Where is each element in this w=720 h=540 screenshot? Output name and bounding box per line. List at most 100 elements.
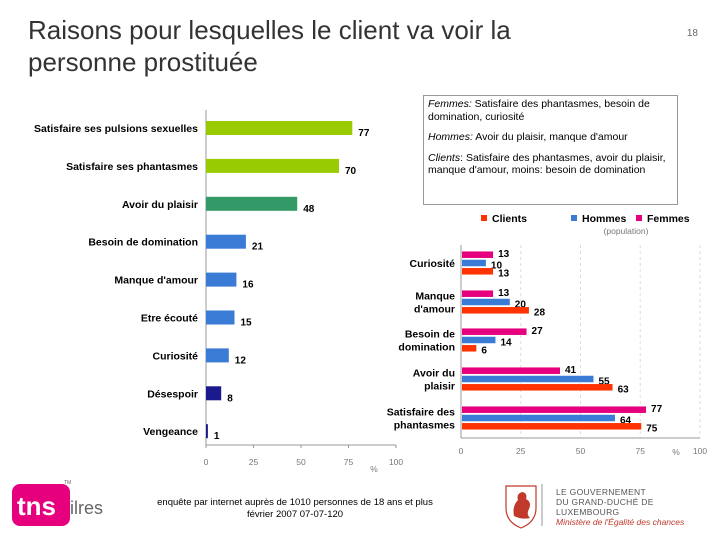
- legend-note: (population): [604, 226, 649, 236]
- left-category-etre-ecoute: Etre écouté: [141, 313, 198, 325]
- left-value-satisfaire-ses-phantasmes: 70: [345, 166, 357, 177]
- left-category-curiosite: Curiosité: [152, 350, 198, 362]
- right-bar-besoin-de-domination-hommes: [462, 336, 496, 344]
- right-bar-satisfaire-des-phantasmes-clients: [462, 423, 642, 430]
- annotation-hommes-label: Hommes:: [428, 131, 473, 143]
- legend-swatch-femmes: [636, 215, 642, 221]
- right-value-curiosite-clients: 13: [498, 269, 510, 280]
- right-chart-tick-label: 50: [576, 446, 586, 456]
- legend-label-clients: Clients: [492, 213, 527, 225]
- legend-swatch-clients: [481, 215, 487, 221]
- left-bar-etre-ecoute: [206, 310, 235, 325]
- right-bar-manque-d-amour-hommes: [462, 298, 510, 306]
- left-bar-manque-d-amour: [206, 272, 237, 287]
- government-logo: LE GOUVERNEMENT DU GRAND-DUCHÉ DE LUXEMB…: [496, 478, 711, 530]
- left-category-besoin-de-domination: Besoin de domination: [88, 237, 198, 249]
- left-bar-besoin-de-domination: [206, 234, 246, 249]
- left-value-satisfaire-ses-pulsions-sexuelles: 77: [358, 128, 370, 139]
- right-value-curiosite-femmes: 13: [498, 249, 510, 260]
- annotation-clients-label: Clients: [428, 151, 461, 164]
- left-value-manque-d-amour: 16: [242, 280, 254, 291]
- left-category-avoir-du-plaisir: Avoir du plaisir: [122, 199, 198, 211]
- right-bar-manque-d-amour-femmes: [462, 290, 494, 297]
- left-bar-avoir-du-plaisir: [206, 196, 298, 211]
- right-bar-avoir-du-plaisir-hommes: [462, 375, 594, 383]
- right-chart-tick-label: 25: [516, 446, 526, 456]
- footnote-line-1: enquête par internet auprès de 1010 pers…: [157, 497, 433, 508]
- left-chart-tick-label: 0: [204, 457, 209, 467]
- right-chart-tick-label: 0: [459, 446, 464, 456]
- left-category-satisfaire-ses-pulsions-sexuelles: Satisfaire ses pulsions sexuelles: [34, 123, 198, 135]
- right-value-manque-d-amour-hommes: 20: [515, 299, 527, 310]
- left-chart-tick-label: 25: [249, 457, 259, 467]
- tns-ilres-logo: tns ilres TM: [12, 478, 117, 528]
- tns-logo-tm: TM: [64, 480, 71, 486]
- right-bar-satisfaire-des-phantasmes-femmes: [462, 406, 647, 413]
- right-value-besoin-de-domination-femmes: 27: [532, 326, 544, 337]
- right-bar-curiosite-hommes: [462, 259, 486, 267]
- legend-swatch-hommes: [571, 215, 577, 221]
- left-chart-tick-label: 100: [389, 457, 403, 467]
- left-value-besoin-de-domination: 21: [252, 242, 264, 253]
- right-bar-avoir-du-plaisir-femmes: [462, 367, 560, 374]
- footnote-line-2: février 2007 07-07-120: [246, 509, 344, 520]
- right-chart-tick-label: 75: [636, 446, 646, 456]
- right-bar-curiosite-clients: [462, 268, 494, 275]
- left-bar-curiosite: [206, 348, 229, 363]
- right-value-satisfaire-des-phantasmes-clients: 75: [646, 424, 658, 435]
- annotation-femmes-label: Femmes:: [428, 98, 472, 110]
- lion-crest-icon: [505, 484, 543, 529]
- right-value-avoir-du-plaisir-clients: 63: [618, 385, 630, 396]
- right-value-besoin-de-domination-clients: 6: [481, 346, 487, 357]
- left-chart-tick-label: 75: [344, 457, 354, 467]
- tns-logo-suffix: ilres: [70, 498, 103, 518]
- right-value-satisfaire-des-phantasmes-hommes: 64: [620, 415, 632, 426]
- annotation-femmes-text: Satisfaire des phantasmes, besoin de dom…: [428, 98, 650, 123]
- right-bar-satisfaire-des-phantasmes-hommes: [462, 414, 615, 422]
- right-category-curiosite: Curiosité: [409, 258, 455, 270]
- left-chart-tick-label: 50: [296, 457, 306, 467]
- legend-label-femmes: Femmes: [647, 213, 690, 225]
- left-value-avoir-du-plaisir: 48: [303, 204, 315, 215]
- right-value-besoin-de-domination-hommes: 14: [500, 337, 512, 348]
- left-value-curiosite: 12: [235, 355, 247, 366]
- left-bar-satisfaire-ses-pulsions-sexuelles: [206, 121, 353, 135]
- right-value-satisfaire-des-phantasmes-femmes: 77: [651, 404, 663, 415]
- left-bar-satisfaire-ses-phantasmes: [206, 158, 339, 173]
- page-title: Raisons pour lesquelles le client va voi…: [28, 15, 511, 77]
- right-value-curiosite-hommes: 10: [491, 260, 503, 271]
- left-category-manque-d-amour: Manque d'amour: [114, 275, 198, 287]
- gov-line-2: DU GRAND-DUCHÉ DE LUXEMBOURG: [556, 497, 654, 517]
- legend-label-hommes: Hommes: [582, 213, 627, 225]
- left-chart-x-unit: %: [370, 464, 378, 474]
- left-bar-vengeance: [206, 424, 208, 439]
- survey-footnote: enquête par internet auprès de 1010 pers…: [120, 497, 470, 521]
- tns-logo-text: tns: [17, 491, 56, 521]
- annotation-clients-text: : Satisfaire des phantasmes, avoir du pl…: [428, 151, 666, 177]
- left-category-satisfaire-ses-phantasmes: Satisfaire ses phantasmes: [66, 161, 198, 173]
- left-category-desespoir: Désespoir: [147, 388, 198, 400]
- left-value-desespoir: 8: [227, 393, 233, 404]
- right-value-avoir-du-plaisir-femmes: 41: [565, 365, 577, 376]
- right-category-satisfaire-des-phantasmes: Satisfaire des phantasmes: [387, 407, 455, 432]
- right-bar-avoir-du-plaisir-clients: [462, 384, 613, 391]
- right-category-besoin-de-domination: Besoin de domination: [398, 329, 455, 354]
- left-bar-desespoir: [206, 386, 222, 401]
- right-chart-tick-label: 100: [693, 446, 707, 456]
- left-value-etre-ecoute: 15: [241, 318, 253, 329]
- right-chart-x-unit: %: [672, 447, 680, 457]
- gov-line-3: Ministère de l'Égalité des chances: [556, 517, 685, 527]
- right-value-manque-d-amour-clients: 28: [534, 308, 546, 319]
- right-bar-manque-d-amour-clients: [462, 307, 529, 314]
- right-value-manque-d-amour-femmes: 13: [498, 288, 510, 299]
- page-number: 18: [686, 28, 698, 39]
- right-category-manque-d-amour: Manque d'amour: [414, 291, 455, 316]
- annotation-box: Femmes: Satisfaire des phantasmes, besoi…: [423, 95, 678, 205]
- right-bar-besoin-de-domination-femmes: [462, 328, 527, 335]
- annotation-hommes-text: Avoir du plaisir, manque d'amour: [472, 131, 628, 143]
- left-value-vengeance: 1: [214, 431, 220, 442]
- right-category-avoir-du-plaisir: Avoir du plaisir: [413, 368, 455, 393]
- right-bar-curiosite-femmes: [462, 251, 494, 258]
- right-value-avoir-du-plaisir-hommes: 55: [598, 376, 610, 387]
